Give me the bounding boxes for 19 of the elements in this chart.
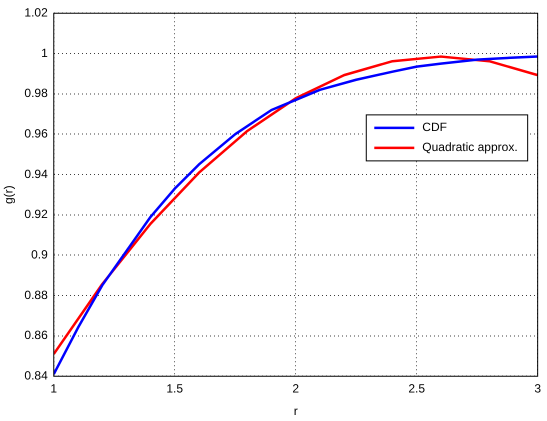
- x-tick-label: 2: [292, 382, 300, 396]
- legend-label: Quadratic approx.: [422, 140, 518, 154]
- y-tick-label: 0.92: [24, 207, 48, 222]
- y-tick-label: 0.96: [24, 126, 48, 141]
- x-tick-label: 3: [534, 382, 542, 396]
- y-tick-label: 0.86: [24, 328, 48, 342]
- y-tick-label: 0.88: [24, 288, 48, 302]
- y-tick-label: 1: [41, 46, 48, 60]
- y-tick-label: 0.9: [31, 248, 48, 262]
- y-tick-label: 0.94: [24, 166, 48, 181]
- y-tick-label: 0.84: [24, 368, 48, 383]
- legend-label: CDF: [422, 120, 447, 134]
- y-tick-label: 0.98: [24, 86, 48, 100]
- x-tick-label: 1.5: [166, 382, 184, 396]
- x-tick-label: 1: [50, 382, 58, 396]
- y-tick-label: 1.02: [24, 6, 48, 20]
- x-axis-title: r: [294, 404, 298, 418]
- x-tick-label: 2.5: [408, 382, 426, 396]
- y-axis-title: g(r): [2, 185, 16, 204]
